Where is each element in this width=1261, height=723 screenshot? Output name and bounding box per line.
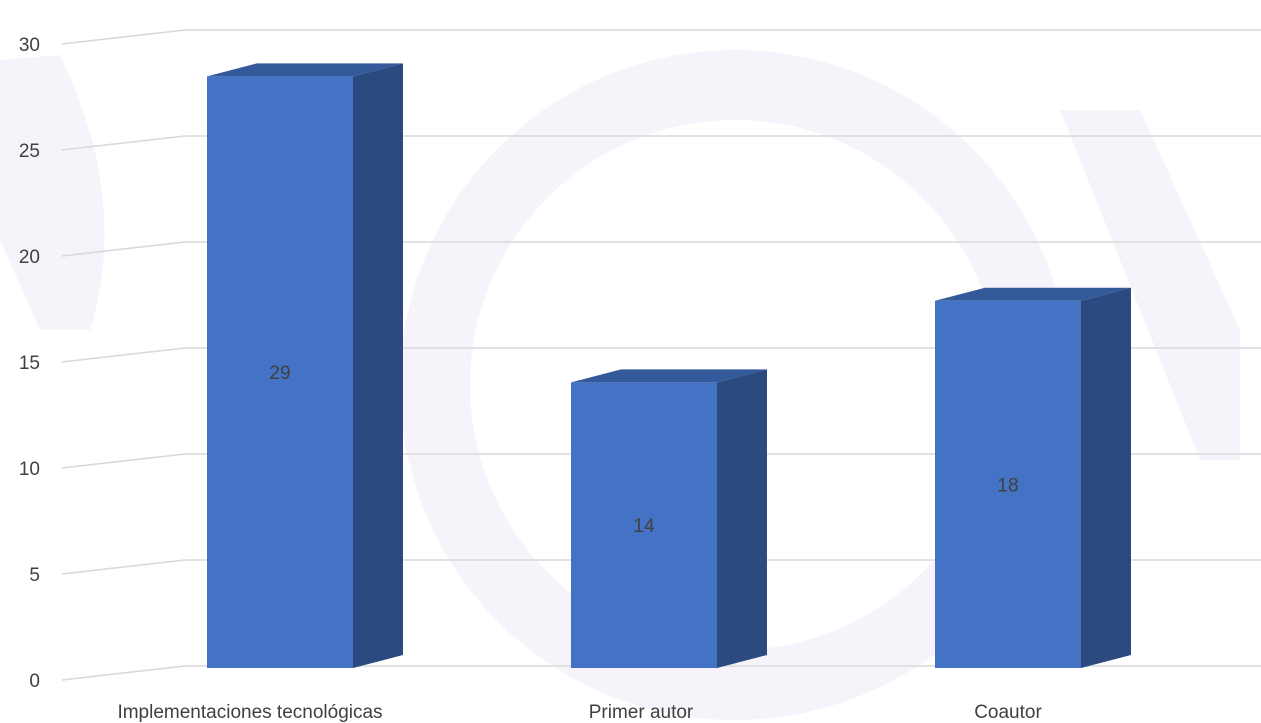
x-axis-category-labels: Implementaciones tecnológicas Primer auto… [117, 702, 1042, 723]
bar-front [207, 76, 353, 668]
data-label: 29 [269, 363, 290, 384]
gridline-side [61, 135, 186, 151]
bar-top [571, 369, 767, 383]
bar-series: 29 14 18 [207, 63, 1131, 668]
watermark-shape [1060, 110, 1240, 460]
y-tick-label: 30 [19, 35, 40, 56]
bar: 18 [935, 287, 1131, 668]
data-label: 18 [997, 475, 1018, 496]
y-tick-label: 15 [19, 353, 40, 374]
data-label: 14 [633, 516, 655, 537]
y-axis-tick-labels: 0 5 10 15 20 25 30 [19, 35, 40, 692]
bar-front [571, 382, 717, 668]
watermark-shape [0, 55, 105, 330]
gridline-side [61, 559, 186, 575]
gridline-side [61, 29, 186, 45]
bar-side [717, 369, 767, 668]
bar-top [207, 63, 403, 77]
bar-side [353, 63, 403, 668]
gridline-side [61, 665, 186, 681]
x-category-label: Coautor [974, 702, 1042, 723]
bar-top [935, 287, 1131, 301]
y-tick-label: 5 [29, 565, 40, 586]
gridline-side [61, 241, 186, 257]
gridline-side [61, 347, 186, 363]
gridline-side [61, 453, 186, 469]
bar: 14 [571, 369, 767, 668]
y-tick-label: 10 [19, 459, 40, 480]
y-tick-label: 0 [29, 671, 40, 692]
x-category-label: Implementaciones tecnológicas [117, 702, 382, 723]
bar-front [935, 300, 1081, 668]
y-tick-label: 25 [19, 141, 40, 162]
bar: 29 [207, 63, 403, 668]
y-tick-label: 20 [19, 247, 40, 268]
x-category-label: Primer autor [589, 702, 694, 723]
bar-side [1081, 287, 1131, 668]
